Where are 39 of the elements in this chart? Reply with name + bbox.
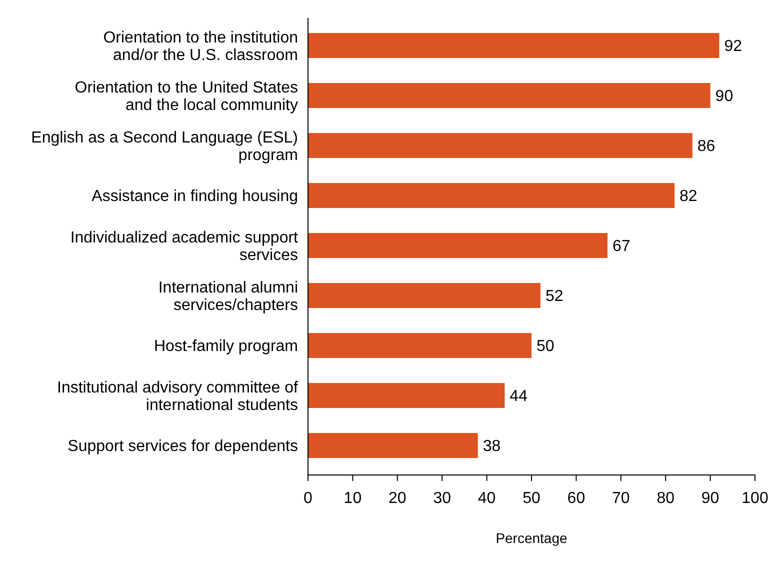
data-label: 67 <box>612 238 630 256</box>
x-tick-label: 90 <box>701 490 720 507</box>
y-tick-label: Orientation to the institution and/or the U.S. classroom <box>103 29 298 64</box>
x-tick-label: 60 <box>567 490 586 507</box>
x-tick-label: 50 <box>522 490 540 507</box>
x-tick-label: 20 <box>388 490 406 507</box>
data-label: 50 <box>536 338 554 356</box>
data-label: 44 <box>510 388 528 406</box>
y-tick-label: International alumni services/chapters <box>158 279 298 314</box>
bar <box>308 83 710 108</box>
x-tick-label: 30 <box>433 490 452 507</box>
y-tick-label: Host-family program <box>154 338 298 356</box>
bar <box>308 433 478 458</box>
bar <box>308 183 675 208</box>
y-tick-label: Support services for dependents <box>68 438 298 456</box>
y-tick-label: Institutional advisory committee of international students <box>57 379 299 414</box>
x-axis-title: Percentage <box>496 530 568 546</box>
x-tick-label: 70 <box>612 490 630 507</box>
bar <box>308 133 692 158</box>
x-tick-label: 0 <box>304 490 313 507</box>
y-tick-label: Assistance in finding housing <box>92 188 298 206</box>
data-label: 90 <box>715 88 734 106</box>
data-label: 86 <box>697 138 716 156</box>
y-tick-label: Orientation to the United States and the local community <box>74 79 298 114</box>
bar <box>308 33 720 58</box>
data-label: 82 <box>680 188 698 206</box>
data-label: 52 <box>545 288 564 306</box>
bar <box>308 283 540 308</box>
y-tick-label: English as a Second Language (ESL) program <box>31 129 298 164</box>
data-label: 92 <box>724 38 742 56</box>
x-tick-label: 100 <box>742 490 768 507</box>
data-label: 38 <box>482 438 501 456</box>
x-tick-label: 80 <box>656 490 675 507</box>
bar <box>308 333 532 358</box>
bar <box>308 383 505 408</box>
x-tick-label: 40 <box>478 490 496 507</box>
y-tick-label: Individualized academic support services <box>70 229 299 264</box>
x-tick-label: 10 <box>344 490 362 507</box>
bar <box>308 233 608 258</box>
